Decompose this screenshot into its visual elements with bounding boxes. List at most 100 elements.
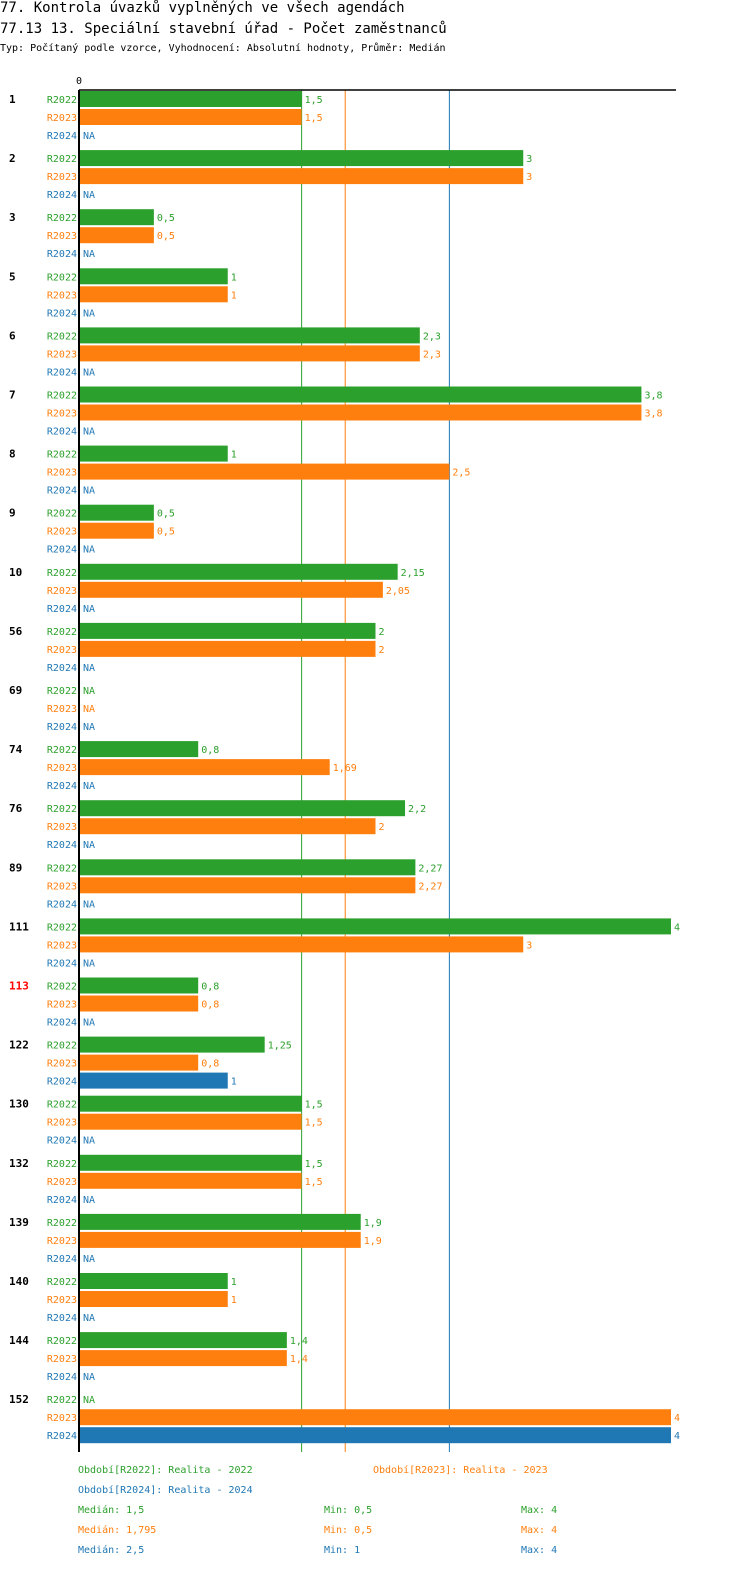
value-label: 2,2 xyxy=(408,804,426,815)
value-label: 0,5 xyxy=(157,231,175,242)
value-label: 1,69 xyxy=(333,763,357,774)
series-label-r2024: R2024 xyxy=(47,427,77,438)
category-label: 56 xyxy=(9,625,23,638)
series-label-r2023: R2023 xyxy=(47,1118,77,1129)
value-label: 2,27 xyxy=(418,881,442,892)
series-label-r2022: R2022 xyxy=(47,1218,77,1229)
series-label-r2024: R2024 xyxy=(47,958,77,969)
stat-max-r2022: Max: 4 xyxy=(521,1505,558,1516)
value-label: 1,5 xyxy=(305,113,323,124)
legend-r2024: Období[R2024]: Realita - 2024 xyxy=(78,1485,253,1496)
category-label: 111 xyxy=(9,920,29,933)
series-label-r2023: R2023 xyxy=(47,349,77,360)
series-label-r2022: R2022 xyxy=(47,331,77,342)
bar-r2022 xyxy=(80,1154,302,1171)
na-label: NA xyxy=(83,781,95,792)
series-label-r2024: R2024 xyxy=(47,781,77,792)
category-label: 8 xyxy=(9,448,16,461)
category-label: 122 xyxy=(9,1039,29,1052)
stat-max-r2023: Max: 4 xyxy=(521,1525,558,1536)
series-label-r2023: R2023 xyxy=(47,409,77,420)
bar-r2023 xyxy=(80,227,154,244)
category-label: 76 xyxy=(9,802,23,815)
value-label: 3 xyxy=(526,154,532,165)
na-label: NA xyxy=(83,1136,95,1147)
series-label-r2022: R2022 xyxy=(47,568,77,579)
series-label-r2022: R2022 xyxy=(47,509,77,520)
bar-r2022 xyxy=(80,1095,302,1112)
series-label-r2024: R2024 xyxy=(47,899,77,910)
bar-r2022 xyxy=(80,1036,265,1053)
bar-r2023 xyxy=(80,522,154,539)
series-label-r2023: R2023 xyxy=(47,527,77,538)
na-label: NA xyxy=(83,704,95,715)
value-label: 4 xyxy=(674,1413,680,1424)
category-label: 6 xyxy=(9,329,16,342)
series-label-r2023: R2023 xyxy=(47,763,77,774)
category-label: 2 xyxy=(9,152,16,165)
na-label: NA xyxy=(83,604,95,615)
stat-median-r2023: Medián: 1,795 xyxy=(78,1525,157,1536)
bar-r2023 xyxy=(80,168,524,185)
value-label: 2 xyxy=(379,627,385,638)
stat-min-r2022: Min: 0,5 xyxy=(324,1505,373,1516)
category-label: 130 xyxy=(9,1098,29,1111)
series-label-r2023: R2023 xyxy=(47,172,77,183)
category-label: 10 xyxy=(9,566,22,579)
series-label-r2022: R2022 xyxy=(47,1159,77,1170)
value-label: 0,8 xyxy=(201,982,219,993)
value-label: 0,8 xyxy=(201,1059,219,1070)
bar-r2023 xyxy=(80,345,420,362)
series-label-r2023: R2023 xyxy=(47,1177,77,1188)
series-label-r2022: R2022 xyxy=(47,686,77,697)
category-label: 89 xyxy=(9,861,22,874)
value-label: 1,5 xyxy=(305,1118,323,1129)
bar-r2023 xyxy=(80,1291,228,1307)
series-label-r2022: R2022 xyxy=(47,745,77,756)
category-label: 132 xyxy=(9,1157,29,1170)
bar-r2022 xyxy=(80,504,154,521)
bar-r2023 xyxy=(80,1350,287,1367)
series-label-r2024: R2024 xyxy=(47,1372,77,1383)
value-label: 4 xyxy=(674,1431,680,1442)
value-label: 2 xyxy=(379,645,385,656)
chart-title: 77. Kontrola úvazků vyplněných ve všech … xyxy=(0,0,405,16)
series-label-r2023: R2023 xyxy=(47,1413,77,1424)
value-label: 1 xyxy=(231,1077,237,1088)
series-label-r2022: R2022 xyxy=(47,450,77,461)
bar-r2022 xyxy=(80,386,642,403)
value-label: 1 xyxy=(231,450,237,461)
series-label-r2022: R2022 xyxy=(47,1277,77,1288)
series-label-r2024: R2024 xyxy=(47,131,77,142)
bar-r2023 xyxy=(80,1409,671,1426)
bar-r2023 xyxy=(80,109,302,125)
na-label: NA xyxy=(83,663,95,674)
category-label: 74 xyxy=(9,743,23,756)
value-label: 2 xyxy=(379,822,385,833)
series-label-r2024: R2024 xyxy=(47,190,77,201)
bar-r2024 xyxy=(80,1427,671,1444)
category-label: 3 xyxy=(9,211,16,224)
category-label: 69 xyxy=(9,684,22,697)
series-label-r2024: R2024 xyxy=(47,367,77,378)
series-label-r2022: R2022 xyxy=(47,154,77,165)
category-label: 9 xyxy=(9,507,16,520)
series-label-r2024: R2024 xyxy=(47,1018,77,1029)
bar-r2023 xyxy=(80,1113,302,1130)
value-label: 2,5 xyxy=(452,468,470,479)
value-label: 1,25 xyxy=(268,1041,292,1052)
chart-info: Typ: Počítaný podle vzorce, Vyhodnocení:… xyxy=(0,43,446,54)
value-label: 1,4 xyxy=(290,1336,308,1347)
bar-r2023 xyxy=(80,463,450,480)
series-label-r2022: R2022 xyxy=(47,627,77,638)
bar-r2022 xyxy=(80,563,398,580)
series-label-r2022: R2022 xyxy=(47,272,77,283)
na-label: NA xyxy=(83,1254,95,1265)
value-label: 1 xyxy=(231,1277,237,1288)
category-label: 152 xyxy=(9,1393,29,1406)
series-label-r2024: R2024 xyxy=(47,545,77,556)
value-label: 0,5 xyxy=(157,509,175,520)
bar-r2022 xyxy=(80,268,228,285)
series-label-r2022: R2022 xyxy=(47,863,77,874)
value-label: 1,5 xyxy=(305,95,323,106)
